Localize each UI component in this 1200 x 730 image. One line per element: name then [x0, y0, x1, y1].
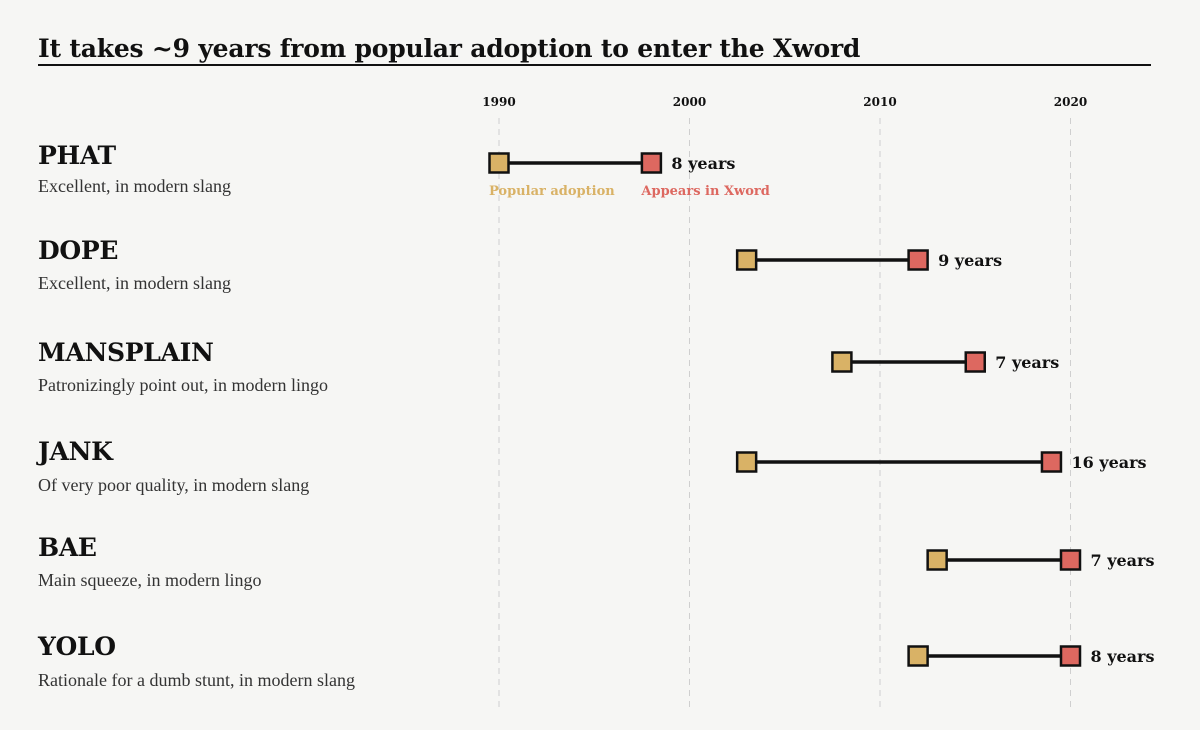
word-definition: Excellent, in modern slang	[38, 273, 231, 293]
legend-popular-adoption: Popular adoption	[489, 184, 615, 199]
word-label: YOLO	[38, 632, 116, 661]
gap-label: 7 years	[995, 353, 1059, 372]
word-definition: Excellent, in modern slang	[38, 176, 231, 196]
x-tick-label: 1990	[482, 95, 515, 109]
title-rule	[38, 64, 1151, 66]
gap-label: 8 years	[1091, 647, 1155, 666]
gap-label: 9 years	[938, 251, 1002, 270]
xword-marker	[1040, 451, 1063, 473]
word-label: JANK	[38, 437, 113, 466]
adoption-marker	[926, 549, 948, 571]
xword-marker	[1059, 645, 1082, 667]
xword-marker	[964, 351, 986, 373]
chart-title: It takes ~9 years from popular adoption …	[38, 34, 861, 63]
word-label: BAE	[38, 533, 97, 562]
xword-marker	[1059, 549, 1082, 571]
xword-marker	[907, 249, 929, 271]
x-tick-label: 2000	[673, 95, 706, 109]
word-label: PHAT	[38, 141, 116, 170]
word-definition: Patronizingly point out, in modern lingo	[38, 375, 328, 395]
adoption-marker	[907, 645, 929, 667]
word-definition: Main squeeze, in modern lingo	[38, 570, 262, 590]
adoption-marker	[735, 451, 758, 473]
word-definition: Rationale for a dumb stunt, in modern sl…	[38, 670, 355, 690]
word-definition: Of very poor quality, in modern slang	[38, 475, 310, 495]
x-tick-label: 2020	[1054, 95, 1087, 109]
gap-label: 7 years	[1091, 551, 1155, 570]
legend-appears-in-xword: Appears in Xword	[640, 184, 769, 199]
word-label: MANSPLAIN	[38, 338, 214, 367]
adoption-marker	[831, 351, 853, 373]
gap-label: 16 years	[1071, 453, 1146, 472]
adoption-marker	[488, 152, 510, 174]
word-label: DOPE	[38, 236, 119, 265]
xword-marker	[640, 152, 663, 174]
gap-label: 8 years	[671, 154, 735, 173]
x-tick-label: 2010	[863, 95, 896, 109]
adoption-marker	[735, 249, 758, 271]
